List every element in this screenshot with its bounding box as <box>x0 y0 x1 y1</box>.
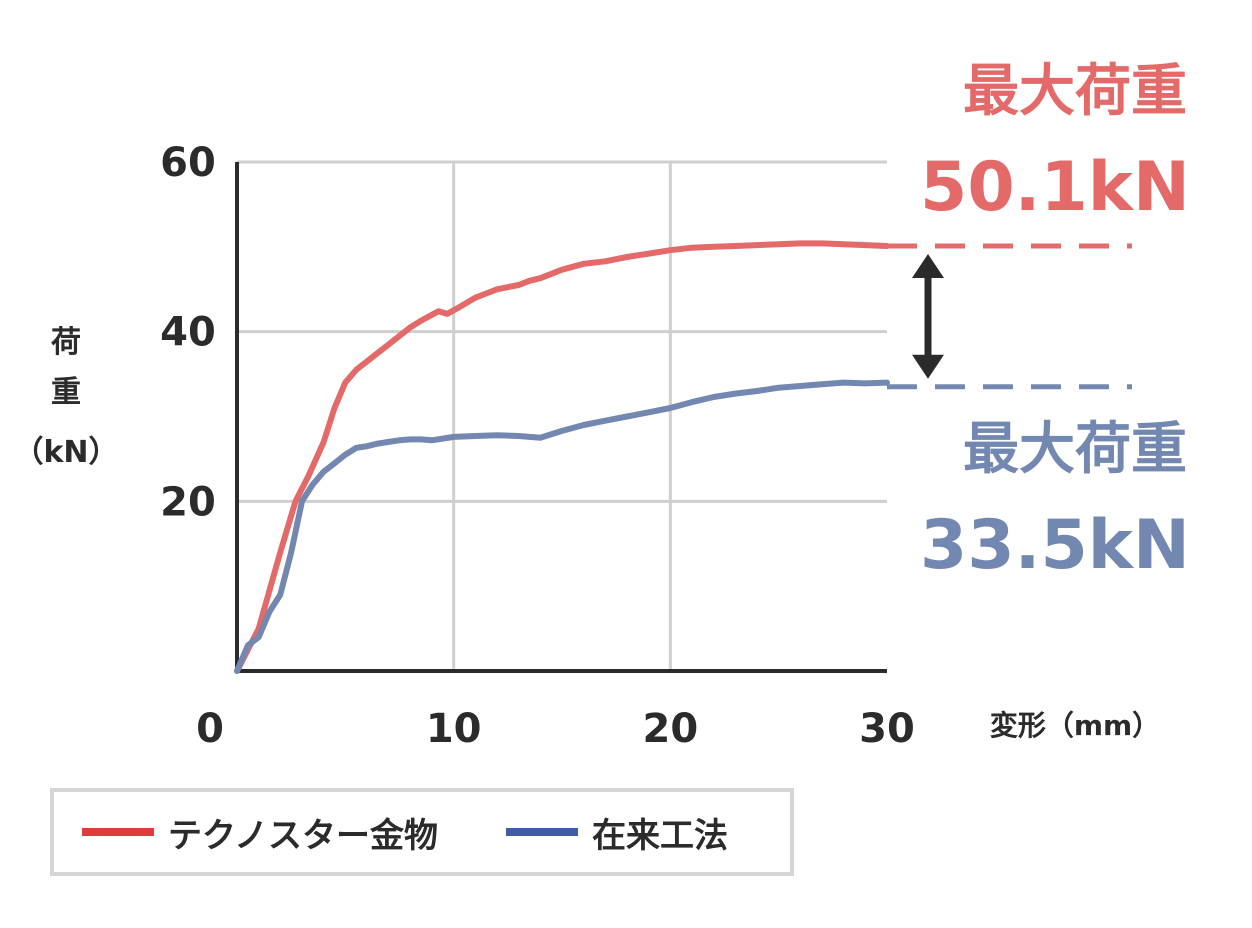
x-tick-label: 0 <box>196 706 224 752</box>
max-load-dashed-lines <box>887 243 1132 390</box>
x-tick-label: 20 <box>642 706 698 752</box>
arrow-head-up <box>912 253 944 278</box>
legend-swatch-conventional <box>505 828 578 836</box>
annotation-technostar-value: 50.1kN <box>920 148 1190 227</box>
legend-label-conventional: 在来工法 <box>591 815 728 856</box>
axes <box>235 162 887 673</box>
series-line-technostar <box>234 240 890 674</box>
legend: テクノスター金物 在来工法 <box>50 788 794 876</box>
annotation-conventional-title: 最大荷重 <box>963 417 1187 482</box>
y-axis-label: 荷 重 （kN） <box>13 325 118 470</box>
x-axis-label: 変形（mm） <box>990 709 1160 742</box>
legend-item-conventional: 在来工法 <box>505 808 728 857</box>
difference-arrow <box>912 253 944 379</box>
y-axis-label-char-1: 荷 <box>51 325 81 360</box>
annotation-conventional-value: 33.5kN <box>920 506 1190 585</box>
y-axis-label-char-2: 重 <box>51 375 81 410</box>
series-lines <box>234 240 890 674</box>
y-tick-label: 40 <box>160 310 216 356</box>
x-tick-labels: 0 10 20 30 <box>196 706 915 752</box>
grid-lines <box>237 160 887 671</box>
legend-swatch-technostar <box>82 828 154 836</box>
y-tick-label: 20 <box>160 479 216 525</box>
x-tick-label: 30 <box>859 706 915 752</box>
y-tick-label: 60 <box>160 140 216 186</box>
y-axis-label-unit: （kN） <box>13 435 118 470</box>
legend-item-technostar: テクノスター金物 <box>82 808 438 857</box>
series-line-conventional <box>234 379 890 674</box>
x-tick-label: 10 <box>426 706 482 752</box>
annotation-technostar-title: 最大荷重 <box>963 59 1187 124</box>
annotation-conventional: 最大荷重 33.5kN <box>920 417 1190 585</box>
annotation-technostar: 最大荷重 50.1kN <box>920 59 1190 227</box>
legend-label-technostar: テクノスター金物 <box>168 815 438 856</box>
arrow-head-down <box>912 354 944 379</box>
y-tick-labels: 20 40 60 <box>160 140 216 525</box>
